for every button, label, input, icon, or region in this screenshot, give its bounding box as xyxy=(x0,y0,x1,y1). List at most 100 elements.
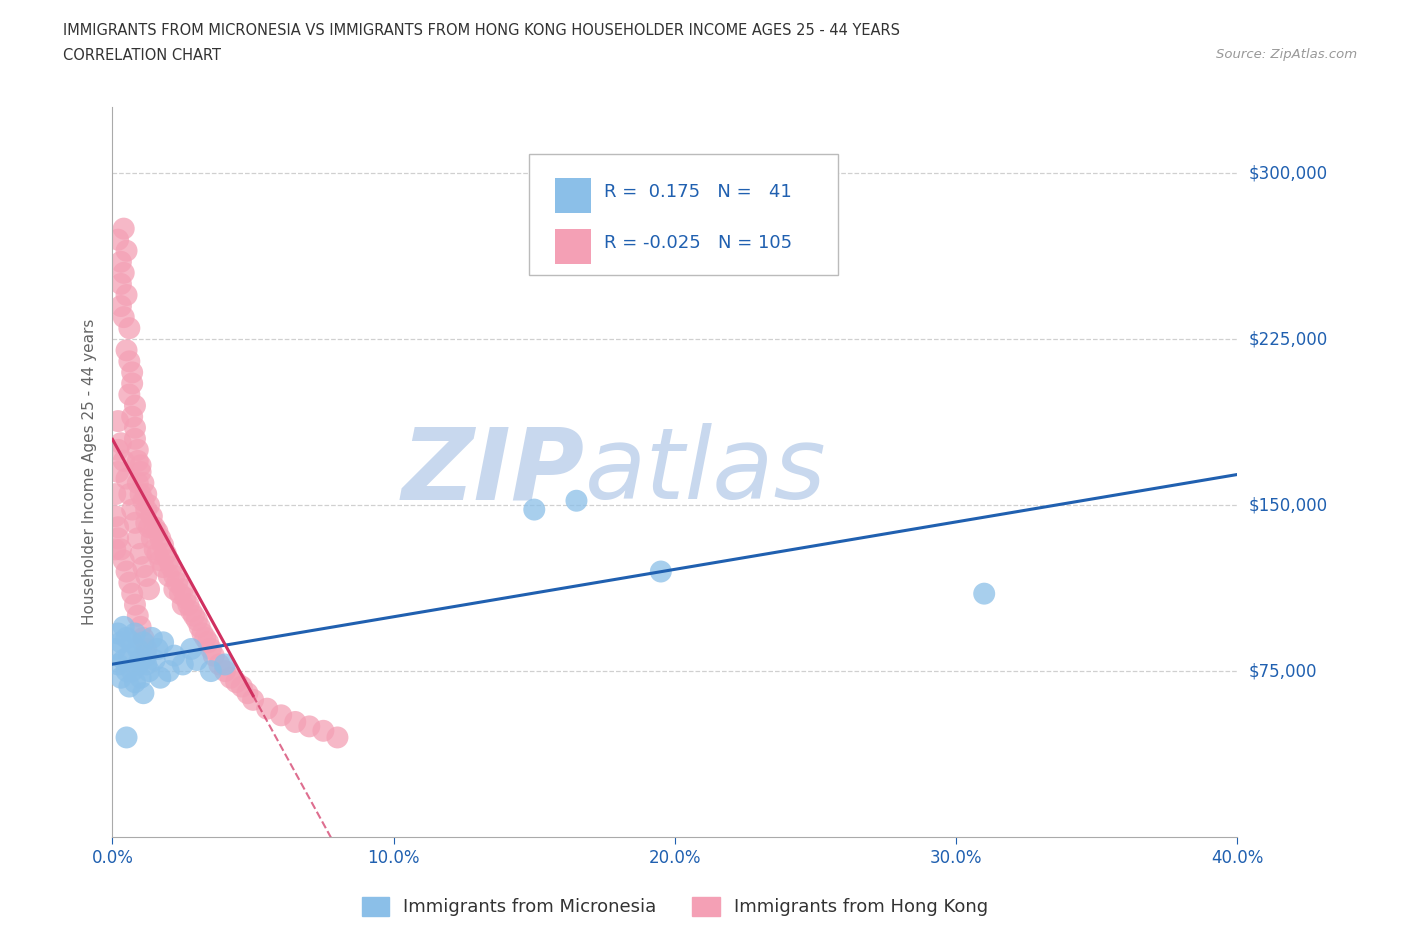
Text: IMMIGRANTS FROM MICRONESIA VS IMMIGRANTS FROM HONG KONG HOUSEHOLDER INCOME AGES : IMMIGRANTS FROM MICRONESIA VS IMMIGRANTS… xyxy=(63,23,900,38)
Point xyxy=(121,586,143,601)
Point xyxy=(115,287,138,302)
Point xyxy=(163,648,186,663)
Point xyxy=(124,597,146,612)
Point xyxy=(127,454,149,469)
Text: ZIP: ZIP xyxy=(402,423,585,521)
Text: $300,000: $300,000 xyxy=(1249,165,1327,182)
Point xyxy=(124,515,146,530)
Text: Source: ZipAtlas.com: Source: ZipAtlas.com xyxy=(1216,48,1357,61)
Point xyxy=(124,674,146,689)
Point xyxy=(104,486,127,501)
Point xyxy=(129,486,152,501)
Point xyxy=(115,631,138,645)
Point xyxy=(146,547,169,562)
Point xyxy=(219,671,242,685)
Y-axis label: Householder Income Ages 25 - 44 years: Householder Income Ages 25 - 44 years xyxy=(82,319,97,625)
Point xyxy=(132,560,155,575)
Point xyxy=(107,520,129,535)
Text: $225,000: $225,000 xyxy=(1249,330,1327,348)
Point xyxy=(129,465,152,480)
Point xyxy=(174,591,197,605)
Point xyxy=(124,420,146,435)
FancyBboxPatch shape xyxy=(554,229,591,264)
Point xyxy=(107,626,129,641)
Point xyxy=(121,376,143,391)
Point xyxy=(177,597,200,612)
Point xyxy=(104,642,127,657)
Point xyxy=(172,657,194,671)
Point xyxy=(146,642,169,657)
Point xyxy=(194,631,217,645)
Point xyxy=(135,515,157,530)
Point xyxy=(172,582,194,597)
Point xyxy=(118,679,141,694)
Point xyxy=(115,664,138,679)
Point xyxy=(157,568,180,583)
Legend: Immigrants from Micronesia, Immigrants from Hong Kong: Immigrants from Micronesia, Immigrants f… xyxy=(354,890,995,923)
Point xyxy=(118,354,141,369)
Point xyxy=(214,664,236,679)
Point xyxy=(225,674,247,689)
Point xyxy=(143,542,166,557)
Point xyxy=(121,664,143,679)
Point xyxy=(138,520,160,535)
Point xyxy=(312,724,335,738)
Point xyxy=(135,648,157,663)
Point xyxy=(129,458,152,472)
Point xyxy=(115,472,138,486)
Point xyxy=(110,671,132,685)
Point xyxy=(107,657,129,671)
Point xyxy=(141,509,163,524)
Point xyxy=(143,653,166,668)
Point xyxy=(112,454,135,469)
Point xyxy=(138,582,160,597)
Point xyxy=(141,631,163,645)
Point xyxy=(107,443,129,458)
Point xyxy=(110,635,132,650)
Point xyxy=(132,631,155,645)
Point xyxy=(107,531,129,546)
Point xyxy=(160,560,183,575)
Point xyxy=(284,714,307,729)
Point xyxy=(141,531,163,546)
Point xyxy=(172,597,194,612)
Point xyxy=(231,679,253,694)
Point xyxy=(112,310,135,325)
Point xyxy=(188,619,211,634)
Point xyxy=(112,619,135,634)
Point xyxy=(270,708,292,723)
Point xyxy=(110,542,132,557)
Text: R =  0.175   N =   41: R = 0.175 N = 41 xyxy=(605,183,792,201)
Point xyxy=(104,542,127,557)
Point xyxy=(107,414,129,429)
Text: atlas: atlas xyxy=(585,423,827,521)
Point xyxy=(127,657,149,671)
Point xyxy=(157,553,180,568)
Point xyxy=(135,502,157,517)
Point xyxy=(135,642,157,657)
Point xyxy=(118,387,141,402)
Point xyxy=(132,475,155,490)
Point xyxy=(127,642,149,657)
Point xyxy=(200,664,222,679)
Point xyxy=(149,671,172,685)
Point xyxy=(124,432,146,446)
Point xyxy=(129,671,152,685)
Point xyxy=(118,575,141,590)
Point xyxy=(326,730,349,745)
Point xyxy=(129,653,152,668)
Point xyxy=(110,276,132,291)
Point xyxy=(115,730,138,745)
Point xyxy=(650,565,672,579)
Point xyxy=(180,604,202,618)
Point xyxy=(135,486,157,501)
Point xyxy=(138,664,160,679)
Point xyxy=(163,568,186,583)
Point xyxy=(152,635,174,650)
Point xyxy=(121,502,143,517)
Point xyxy=(121,635,143,650)
Point xyxy=(146,525,169,539)
Point xyxy=(135,657,157,671)
Point xyxy=(143,520,166,535)
Point xyxy=(127,608,149,623)
